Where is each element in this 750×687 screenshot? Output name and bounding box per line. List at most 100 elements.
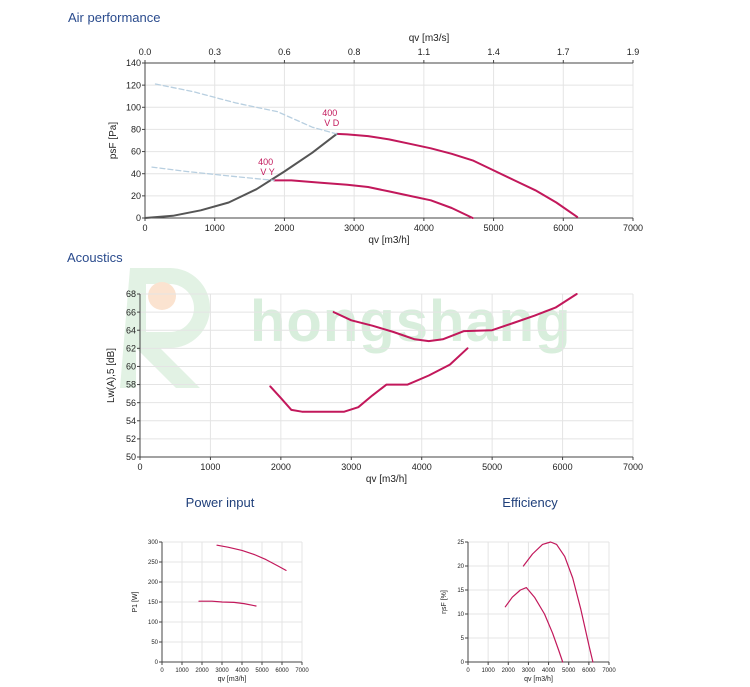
power-y-tick-label: 0: [155, 660, 159, 666]
air-y-tick-label: 80: [131, 125, 141, 135]
air-y-tick-label: 20: [131, 191, 141, 201]
efficiency-series-line-0: [522, 541, 594, 663]
acoustics-x-tick-label: 0: [137, 462, 142, 472]
power-input-chart: 0 1000 2000 3000 4000 5000 6000 7000 0 50 100 150 20…: [132, 540, 309, 683]
efficiency-x-tick-label: 7000: [602, 668, 616, 674]
air-series-line-3: [154, 83, 338, 135]
acoustics-x-tick-label: 2000: [271, 462, 291, 472]
acoustics-chart: 0 1000 2000 3000 4000 5000 6000 7000 50 52 54 56 58 6…: [106, 289, 643, 485]
power-x-tick-label: 1000: [175, 668, 189, 674]
efficiency-x-tick-label: 1000: [481, 668, 495, 674]
air-y-tick-label: 60: [131, 147, 141, 157]
air-x2-tick-label: 0.8: [348, 47, 361, 57]
acoustics-y-axis-label: Lw(A),5 [dB]: [106, 348, 117, 403]
efficiency-x-axis-label: qv [m3/h]: [524, 676, 553, 683]
power-series-line-1: [198, 600, 257, 607]
air-x2-tick-label: 1.7: [557, 47, 570, 57]
acoustics-y-tick-label: 66: [126, 307, 136, 317]
air-series-line-0: [335, 132, 579, 218]
efficiency-x-tick-label: 3000: [522, 668, 536, 674]
air-x-tick-label: 3000: [344, 223, 364, 233]
acoustics-y-tick-label: 50: [126, 452, 136, 462]
efficiency-x-tick-label: 0: [466, 668, 470, 674]
air-x2-tick-label: 0.3: [208, 47, 221, 57]
air-performance-chart: 0 1000 2000 3000 4000 5000 6000 7000 0 20 40 60 80 10…: [108, 33, 643, 246]
air-x-tick-label: 4000: [414, 223, 434, 233]
acoustics-y-tick-label: 52: [126, 434, 136, 444]
power-x-tick-label: 5000: [255, 668, 269, 674]
power-y-tick-label: 100: [148, 620, 159, 626]
efficiency-title: Efficiency: [502, 495, 558, 510]
acoustics-x-tick-label: 7000: [623, 462, 643, 472]
air-x-tick-label: 6000: [553, 223, 573, 233]
acoustics-y-tick-label: 60: [126, 362, 136, 372]
efficiency-y-axis-label: ηsF [%]: [441, 590, 448, 614]
power-x-tick-label: 3000: [215, 668, 229, 674]
air-x-tick-label: 5000: [484, 223, 504, 233]
air-x-tick-label: 7000: [623, 223, 643, 233]
efficiency-chart: 0 1000 2000 3000 4000 5000 6000 7000 0 5 10 15 20 25 q…: [441, 540, 616, 683]
power-x-tick-label: 0: [160, 668, 164, 674]
acoustics-y-tick-label: 64: [126, 325, 136, 335]
air-x-axis-label: qv [m3/h]: [368, 235, 409, 246]
air-x2-tick-label: 0.0: [139, 47, 152, 57]
air-y-tick-label: 40: [131, 169, 141, 179]
power-y-axis-label: P1 [W]: [132, 591, 139, 612]
efficiency-y-tick-label: 5: [461, 636, 465, 642]
power-y-tick-label: 200: [148, 580, 159, 586]
acoustics-series-line-1: [269, 347, 469, 413]
acoustics-x-tick-label: 5000: [482, 462, 502, 472]
air-annotation-1-line1: 400: [258, 157, 273, 167]
air-x2-axis-label: qv [m3/s]: [409, 33, 450, 44]
acoustics-y-tick-label: 68: [126, 289, 136, 299]
air-x2-tick-label: 1.9: [627, 47, 640, 57]
acoustics-series-line-0: [332, 293, 578, 343]
air-y-tick-label: 120: [126, 80, 141, 90]
power-x-tick-label: 4000: [235, 668, 249, 674]
acoustics-x-tick-label: 6000: [553, 462, 573, 472]
air-y-tick-label: 100: [126, 102, 141, 112]
efficiency-x-tick-label: 5000: [562, 668, 576, 674]
power-x-tick-label: 2000: [195, 668, 209, 674]
air-performance-title: Air performance: [68, 10, 161, 25]
acoustics-grid: [139, 293, 634, 458]
efficiency-y-tick-label: 15: [457, 588, 464, 594]
air-y-axis-label: psF [Pa]: [108, 122, 119, 159]
air-series-line-4: [151, 166, 275, 182]
power-x-axis-label: qv [m3/h]: [218, 676, 247, 683]
air-y-tick-label: 0: [136, 213, 141, 223]
acoustics-x-tick-label: 4000: [412, 462, 432, 472]
efficiency-y-tick-label: 25: [457, 540, 464, 546]
power-x-tick-label: 6000: [275, 668, 289, 674]
air-series-line-1: [273, 179, 474, 219]
air-annotation-1-line2: V Y: [260, 167, 274, 177]
power-input-title: Power input: [185, 495, 255, 510]
acoustics-x-axis-label: qv [m3/h]: [366, 474, 407, 485]
air-x-tick-label: 2000: [274, 223, 294, 233]
air-annotation-0-line1: 400: [322, 108, 337, 118]
efficiency-series-line-1: [504, 586, 564, 663]
air-x-tick-label: 0: [142, 223, 147, 233]
air-grid: [144, 62, 634, 219]
efficiency-y-tick-label: 20: [457, 564, 464, 570]
air-x2-tick-label: 0.6: [278, 47, 291, 57]
acoustics-title: Acoustics: [67, 250, 123, 265]
efficiency-x-tick-label: 4000: [542, 668, 556, 674]
power-y-tick-label: 250: [148, 560, 159, 566]
power-y-tick-label: 300: [148, 540, 159, 546]
efficiency-x-tick-label: 2000: [502, 668, 516, 674]
efficiency-grid: [467, 541, 610, 663]
acoustics-x-tick-label: 3000: [341, 462, 361, 472]
efficiency-x-tick-label: 6000: [582, 668, 596, 674]
air-x-tick-label: 1000: [205, 223, 225, 233]
acoustics-y-tick-label: 58: [126, 380, 136, 390]
air-x2-tick-label: 1.1: [418, 47, 431, 57]
power-y-tick-label: 150: [148, 600, 159, 606]
efficiency-y-tick-label: 0: [461, 660, 465, 666]
power-series-line-0: [216, 544, 287, 572]
acoustics-x-tick-label: 1000: [200, 462, 220, 472]
acoustics-y-tick-label: 56: [126, 398, 136, 408]
power-x-tick-label: 7000: [295, 668, 309, 674]
air-series-line-2: [144, 132, 338, 219]
